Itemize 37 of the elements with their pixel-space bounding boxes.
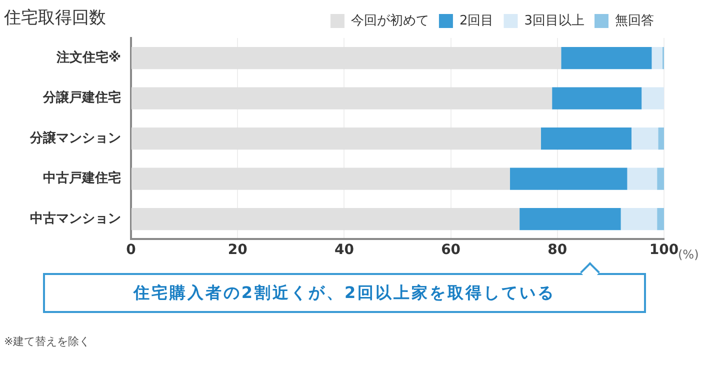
y-tick-label: 注文住宅※: [55, 49, 121, 66]
x-tick-label: 100: [649, 242, 679, 258]
bar: [132, 208, 520, 230]
y-tick-label: 中古戸建住宅: [43, 170, 121, 186]
bar: [520, 208, 621, 230]
chart-title: 住宅取得回数: [4, 7, 106, 29]
x-tick-label: 60: [441, 242, 461, 258]
bar: [657, 208, 664, 230]
bar: [657, 168, 664, 190]
text: 住宅購入者の2割近くが、2回以上家を取得している: [43, 273, 646, 313]
bar: [561, 47, 652, 70]
bar: [552, 87, 642, 110]
bar: [132, 168, 510, 190]
bar: [132, 128, 541, 150]
bar: [642, 87, 664, 110]
legend-label: 今回が初めて: [350, 13, 429, 28]
y-tick-label: 中古マンション: [30, 211, 121, 226]
legend-label: 無回答: [615, 13, 654, 28]
bar: [627, 168, 658, 190]
bar: [540, 128, 632, 150]
bar: [132, 87, 552, 110]
text: ※建て替えを除く: [4, 334, 90, 349]
x-tick-label: 20: [228, 242, 248, 258]
bar: [652, 47, 662, 70]
bar: [658, 128, 664, 150]
bar: [631, 128, 658, 150]
y-tick-label: 分譲戸建住宅: [42, 90, 121, 106]
x-tick-label: 40: [334, 242, 354, 258]
x-tick-label: 80: [548, 242, 568, 258]
legend-label: 3回目以上: [524, 13, 585, 28]
bar: [510, 168, 628, 190]
bar: [620, 208, 658, 230]
x-tick-label: 0: [126, 242, 136, 258]
x-axis-title: (%): [678, 247, 699, 262]
bar: [132, 47, 562, 70]
y-tick-label: 分譲マンション: [29, 130, 121, 146]
legend-label: 2回目: [459, 13, 494, 28]
